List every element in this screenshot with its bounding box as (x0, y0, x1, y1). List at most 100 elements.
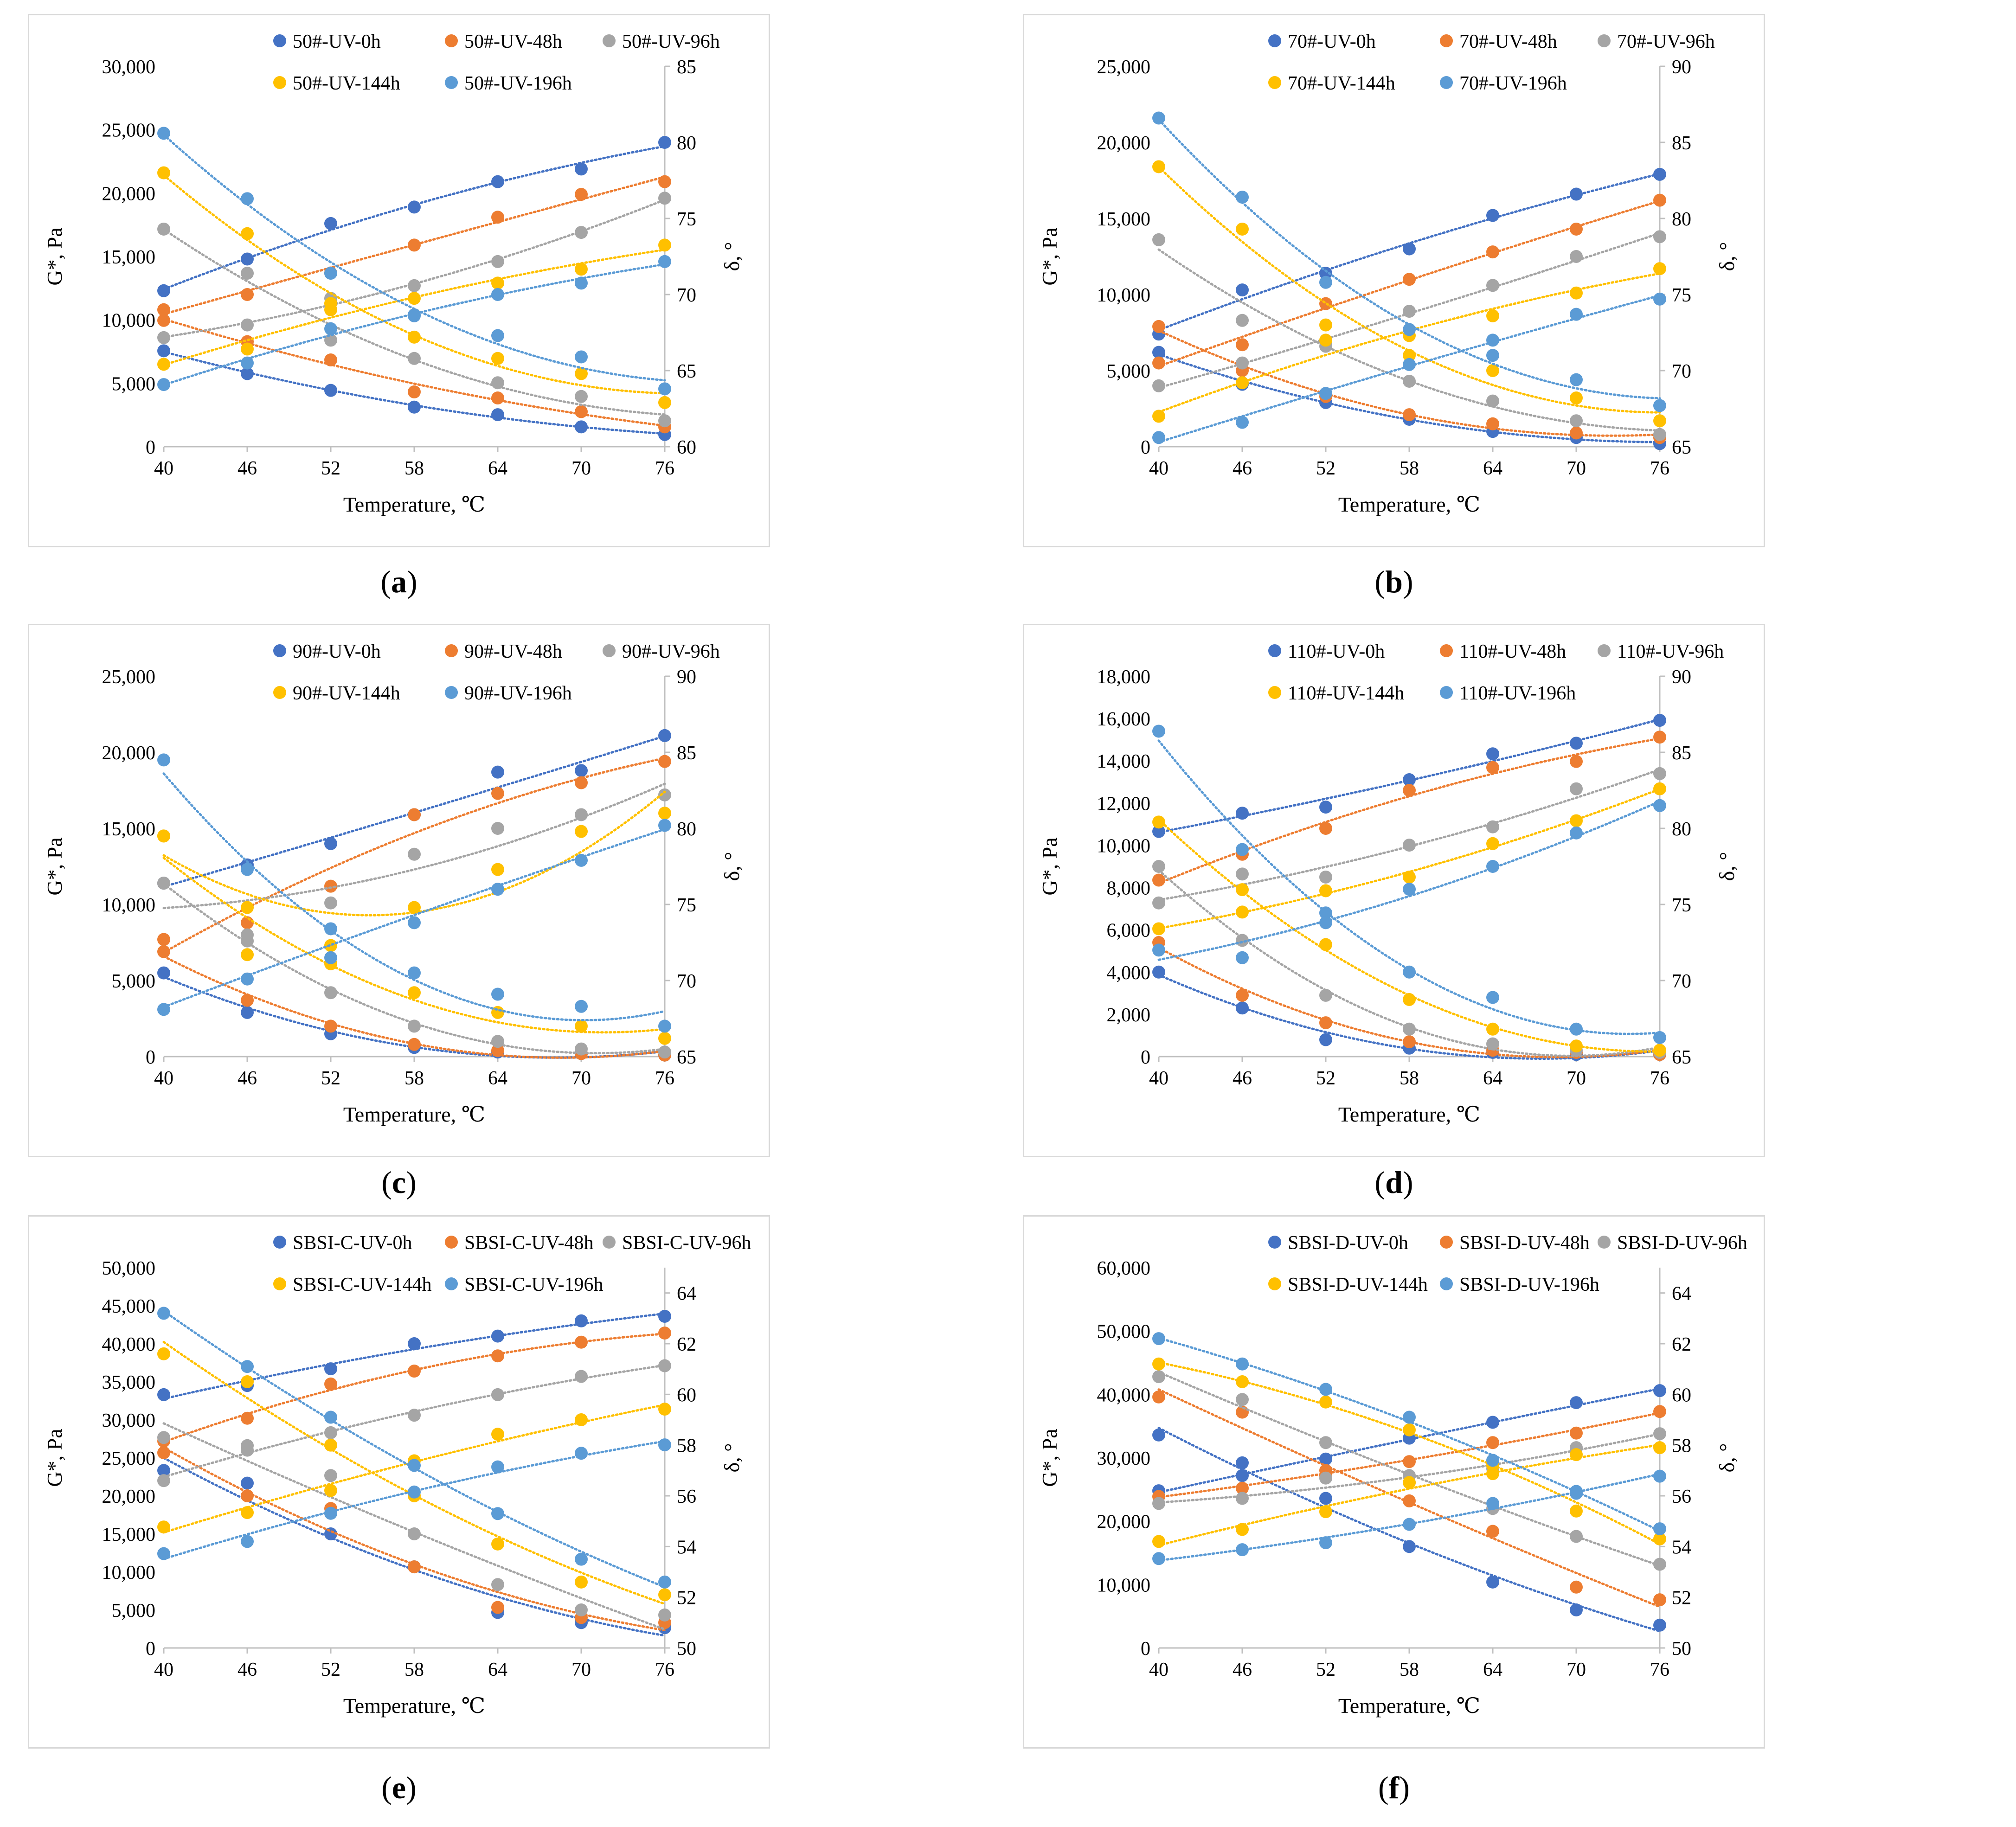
legend-marker (445, 1236, 458, 1249)
point-gstar (491, 987, 504, 1001)
point-gstar (241, 342, 254, 356)
point-delta (1152, 1390, 1165, 1404)
point-delta (1403, 870, 1416, 884)
y2-tick-label: 56 (1672, 1486, 1691, 1507)
y2-tick-label: 50 (677, 1638, 696, 1660)
point-delta (157, 877, 170, 890)
y2-tick-label: 85 (677, 57, 696, 78)
x-tick-label: 70 (571, 1068, 591, 1089)
y-tick-label: 20,000 (1097, 133, 1151, 154)
point-gstar (241, 994, 254, 1007)
point-delta (1570, 1603, 1583, 1616)
point-gstar (157, 1474, 170, 1487)
point-delta (491, 352, 504, 365)
point-delta (575, 367, 588, 380)
point-gstar (1403, 305, 1416, 318)
point-delta (1653, 782, 1666, 795)
legend-label: 70#-UV-196h (1459, 73, 1567, 94)
point-delta (1152, 943, 1165, 957)
series-SBSI-D-UV-0h (1152, 1384, 1666, 1633)
x-tick-label: 64 (488, 1068, 507, 1089)
point-gstar (408, 1409, 421, 1422)
legend-marker (1268, 34, 1281, 47)
point-gstar (1236, 1469, 1249, 1482)
point-gstar (1486, 1436, 1499, 1449)
point-delta (1570, 414, 1583, 428)
y-tick-label: 10,000 (102, 1562, 156, 1583)
point-gstar (241, 318, 254, 332)
point-delta (658, 1608, 671, 1622)
x-tick-label: 76 (1650, 458, 1669, 479)
x-tick-label: 58 (404, 1659, 424, 1680)
point-gstar (1653, 1405, 1666, 1418)
chart-panel-f: 0 10,000 20,000 30,000 40,000 50,000 60,000 50 5… (1023, 1215, 1765, 1749)
legend-marker (1440, 644, 1453, 657)
y-tick-label: 0 (146, 1047, 155, 1068)
point-delta (575, 1552, 588, 1566)
point-delta (157, 222, 170, 236)
legend-label: 90#-UV-196h (464, 683, 572, 704)
point-gstar (1570, 1022, 1583, 1036)
y-tick-label: 30,000 (102, 1410, 156, 1431)
point-delta (241, 1360, 254, 1373)
point-gstar (1486, 209, 1499, 222)
chart-svg-b: 0 5,000 10,000 15,000 20,000 25,000 65 70 75 80 85… (1038, 31, 1739, 516)
point-gstar (157, 378, 170, 391)
legend-label: 110#-UV-48h (1459, 641, 1566, 662)
point-gstar (1152, 1535, 1165, 1548)
y2-tick-label: 80 (1672, 209, 1691, 230)
point-gstar (157, 303, 170, 316)
point-delta (658, 788, 671, 801)
y-tick-label: 15,000 (102, 247, 156, 268)
y2-tick-label: 52 (677, 1588, 696, 1609)
point-gstar (408, 1337, 421, 1350)
point-delta (575, 350, 588, 364)
point-gstar (1236, 1523, 1249, 1536)
x-tick-label: 70 (571, 458, 591, 479)
y-tick-label: 0 (1141, 437, 1150, 458)
series-90#-UV-0h (157, 729, 671, 1062)
point-gstar (1653, 1469, 1666, 1483)
point-gstar (1403, 1022, 1416, 1036)
point-gstar (658, 192, 671, 205)
x-tick-label: 58 (404, 1068, 424, 1089)
point-delta (408, 916, 421, 930)
point-delta (1236, 951, 1249, 964)
point-gstar (575, 226, 588, 239)
trendline-gstar (162, 857, 666, 1034)
y2-tick-label: 64 (1672, 1283, 1691, 1305)
x-tick-label: 64 (1483, 1659, 1502, 1680)
chart-panel-d: 0 2,000 4,000 6,000 8,000 10,000 12,000 14,000 1… (1023, 624, 1765, 1157)
y2-axis-title: δ, ° (720, 852, 744, 881)
x-tick-label: 46 (1233, 1068, 1252, 1089)
legend-marker (603, 34, 616, 47)
x-tick-label: 52 (1316, 458, 1335, 479)
x-tick-label: 40 (154, 1068, 173, 1089)
point-delta (658, 396, 671, 409)
point-delta (1570, 782, 1583, 795)
point-gstar (241, 863, 254, 876)
point-gstar (491, 1044, 504, 1057)
y-tick-label: 10,000 (1097, 835, 1151, 857)
point-delta (491, 883, 504, 896)
y2-tick-label: 75 (1672, 895, 1691, 916)
point-delta (1403, 374, 1416, 388)
legend-marker (273, 1236, 286, 1249)
y2-tick-label: 54 (1672, 1537, 1691, 1558)
y2-axis-title: δ, ° (1715, 1443, 1739, 1472)
x-tick-label: 70 (1567, 1659, 1586, 1680)
point-gstar (1152, 965, 1165, 979)
point-gstar (1570, 1396, 1583, 1410)
point-gstar (324, 986, 337, 1000)
point-delta (1236, 905, 1249, 919)
legend-label: 50#-UV-0h (293, 31, 381, 52)
y-tick-label: 20,000 (102, 1486, 156, 1507)
point-delta (408, 901, 421, 914)
point-gstar (408, 200, 421, 214)
point-delta (408, 1560, 421, 1574)
point-gstar (1236, 1492, 1249, 1505)
legend-marker (1598, 644, 1611, 657)
y-axis-title: G*, Pa (1038, 837, 1061, 895)
point-delta (241, 1375, 254, 1388)
x-tick-label: 58 (1400, 458, 1419, 479)
